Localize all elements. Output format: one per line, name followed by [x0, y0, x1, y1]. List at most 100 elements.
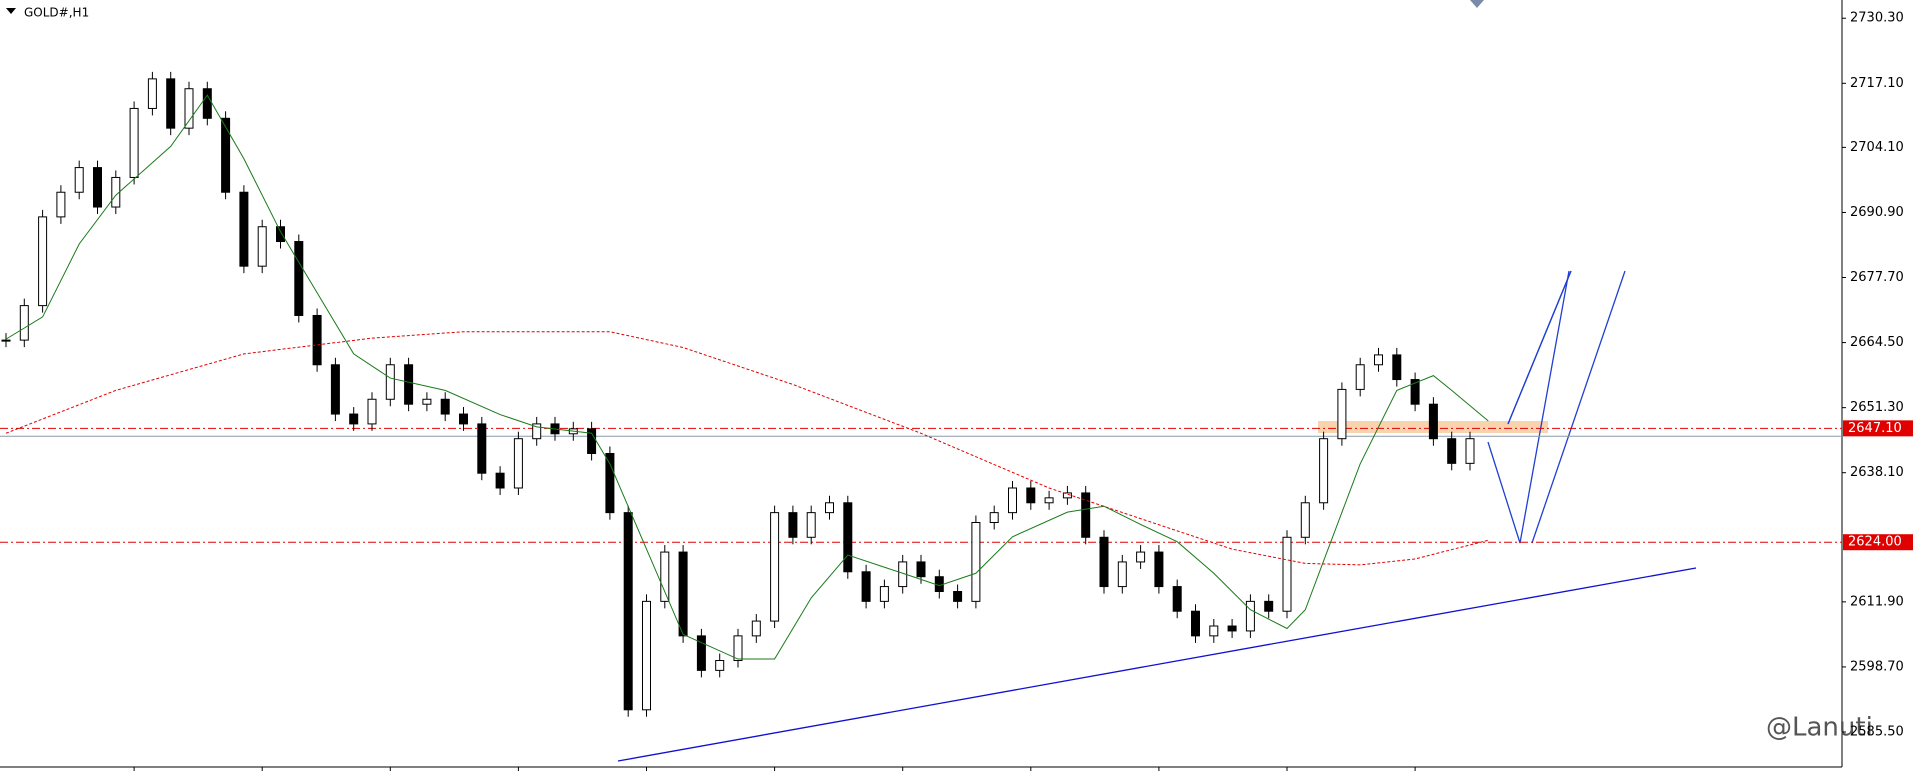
- candle: [678, 551, 688, 637]
- candle: [587, 428, 597, 454]
- candle: [971, 521, 981, 602]
- candle: [1337, 388, 1347, 440]
- candle: [129, 107, 139, 178]
- projection: [1487, 270, 1570, 544]
- y-tick-label: 2611.90: [1850, 594, 1904, 609]
- candle: [312, 314, 322, 366]
- candle: [422, 398, 432, 405]
- candle: [806, 512, 816, 538]
- candle: [1355, 364, 1365, 390]
- candle: [1081, 492, 1091, 538]
- candle: [642, 600, 651, 711]
- candle: [495, 472, 505, 489]
- candle: [623, 512, 633, 711]
- candle: [38, 216, 48, 307]
- projection: [1531, 270, 1626, 544]
- y-tick-label: 2690.90: [1850, 205, 1904, 220]
- candle: [1136, 551, 1146, 563]
- candle: [1410, 379, 1420, 405]
- candle: [770, 512, 780, 622]
- candle: [1282, 536, 1292, 612]
- menu-arrow[interactable]: [6, 8, 16, 14]
- shift-marker: [1470, 0, 1484, 8]
- projection: [1507, 270, 1572, 425]
- moving-average: [5, 331, 1489, 566]
- candle: [1062, 492, 1072, 499]
- candle: [788, 512, 798, 538]
- y-tick-label: 2717.10: [1850, 76, 1904, 91]
- candle: [1191, 610, 1200, 637]
- candle: [440, 398, 450, 415]
- level-label-box: [1843, 534, 1913, 551]
- watermark: @Lanuti: [1766, 713, 1873, 743]
- candle: [56, 191, 66, 218]
- candle: [19, 305, 29, 341]
- candle: [953, 591, 963, 602]
- candle: [1319, 438, 1329, 504]
- candle: [1044, 497, 1054, 504]
- y-tick-label: 2677.70: [1850, 270, 1904, 285]
- candle: [1428, 403, 1438, 440]
- candle: [532, 423, 542, 440]
- candle: [1465, 438, 1475, 464]
- candle: [1008, 487, 1017, 514]
- candle: [459, 413, 468, 425]
- y-tick-label: 2651.30: [1850, 400, 1904, 415]
- candle: [1172, 586, 1182, 612]
- y-tick-label: 2598.70: [1850, 659, 1904, 674]
- candle: [916, 561, 926, 578]
- candle: [294, 241, 304, 316]
- candle: [239, 191, 249, 267]
- level-label: 2647.10: [1848, 421, 1902, 436]
- candle: [843, 502, 853, 573]
- candle: [477, 423, 487, 474]
- level-label: 2624.00: [1848, 535, 1902, 550]
- candle: [879, 586, 889, 602]
- candle: [989, 512, 999, 523]
- candle: [202, 88, 212, 119]
- candle: [934, 576, 944, 593]
- candle: [1264, 600, 1274, 612]
- candle: [404, 364, 414, 405]
- y-tick-label: 2730.30: [1850, 11, 1904, 26]
- candle: [74, 167, 84, 193]
- candle: [660, 551, 670, 602]
- candle: [1374, 354, 1383, 366]
- candle: [1154, 551, 1164, 588]
- candle: [1245, 600, 1255, 632]
- candle: [1392, 354, 1402, 381]
- trend-line: [617, 567, 1697, 762]
- candle: [166, 78, 176, 129]
- candle: [696, 635, 706, 671]
- candle: [1117, 561, 1127, 588]
- candle: [330, 364, 340, 415]
- candle: [349, 413, 359, 425]
- symbol-title: GOLD#,H1: [24, 6, 89, 20]
- candle: [221, 117, 231, 193]
- candle: [385, 364, 395, 400]
- candle: [861, 571, 871, 602]
- candle: [1300, 502, 1310, 538]
- candle: [733, 635, 743, 662]
- moving-average: [5, 94, 1489, 660]
- y-tick-label: 2664.50: [1850, 335, 1904, 350]
- candle: [1227, 625, 1237, 632]
- candle: [276, 226, 285, 243]
- candle: [825, 502, 834, 514]
- candle: [605, 452, 615, 514]
- candle: [715, 660, 725, 671]
- candle: [93, 167, 102, 208]
- candle: [257, 226, 267, 267]
- candle: [1447, 438, 1457, 464]
- y-tick-label: 2704.10: [1850, 140, 1904, 155]
- candle: [513, 438, 523, 489]
- candle: [1099, 536, 1109, 588]
- candle: [1, 339, 11, 342]
- y-tick-label: 2585.50: [1850, 724, 1904, 739]
- candle: [147, 78, 157, 109]
- level-label-box: [1843, 420, 1913, 437]
- candle: [1209, 625, 1219, 637]
